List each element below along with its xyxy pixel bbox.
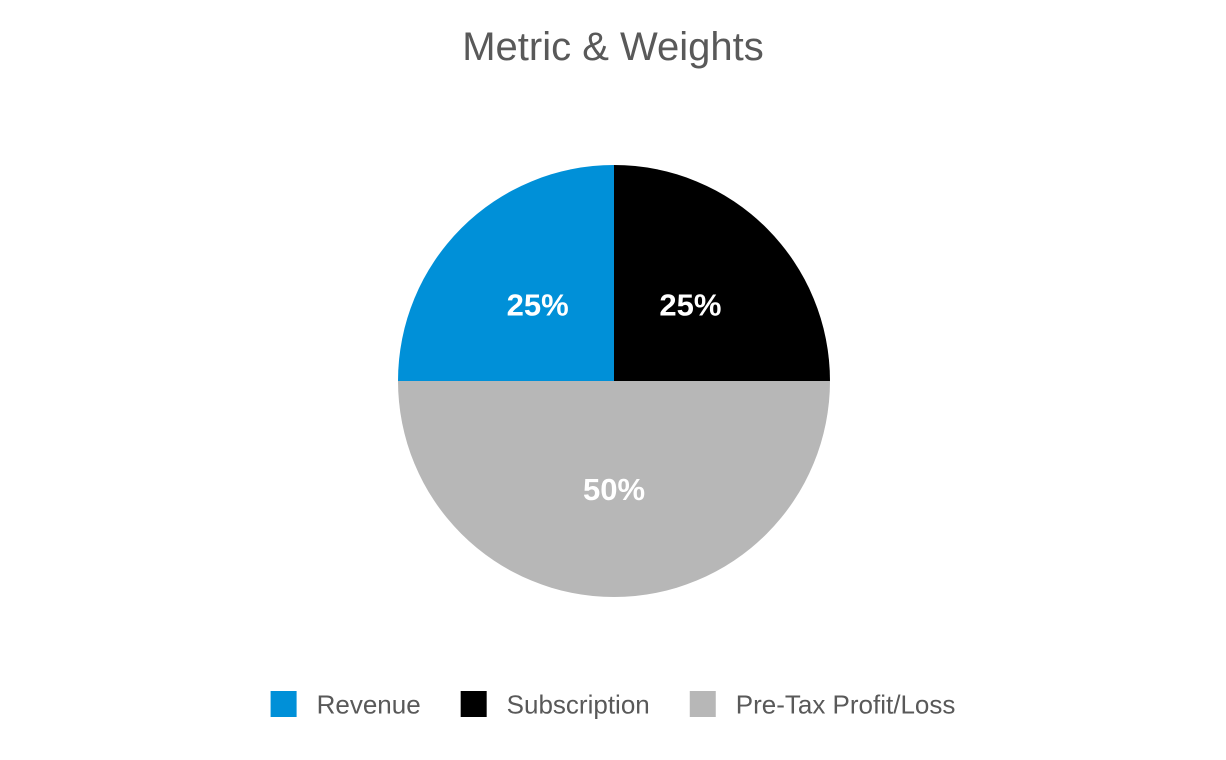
- pie-slices: [398, 165, 830, 597]
- legend-swatch-revenue: [270, 691, 297, 717]
- data-label-revenue: 25%: [507, 288, 569, 323]
- chart-title: Metric & Weights: [462, 25, 764, 69]
- slice-labels: 25% 25% 50%: [507, 288, 722, 507]
- legend-label-subscription: Subscription: [507, 689, 650, 719]
- pie-slice-revenue: [398, 165, 614, 381]
- data-label-pre-tax-profit-loss: 50%: [583, 472, 645, 507]
- pie-slice-subscription: [614, 165, 830, 381]
- legend: Revenue Subscription Pre-Tax Profit/Loss: [270, 689, 956, 719]
- legend-swatch-pre-tax-profit-loss: [689, 691, 716, 717]
- legend-swatch-subscription: [460, 691, 487, 717]
- legend-label-pre-tax-profit-loss: Pre-Tax Profit/Loss: [736, 689, 956, 719]
- legend-label-revenue: Revenue: [317, 689, 421, 719]
- pie-slice-pre-tax-profit-loss: [398, 381, 830, 597]
- data-label-subscription: 25%: [659, 288, 721, 323]
